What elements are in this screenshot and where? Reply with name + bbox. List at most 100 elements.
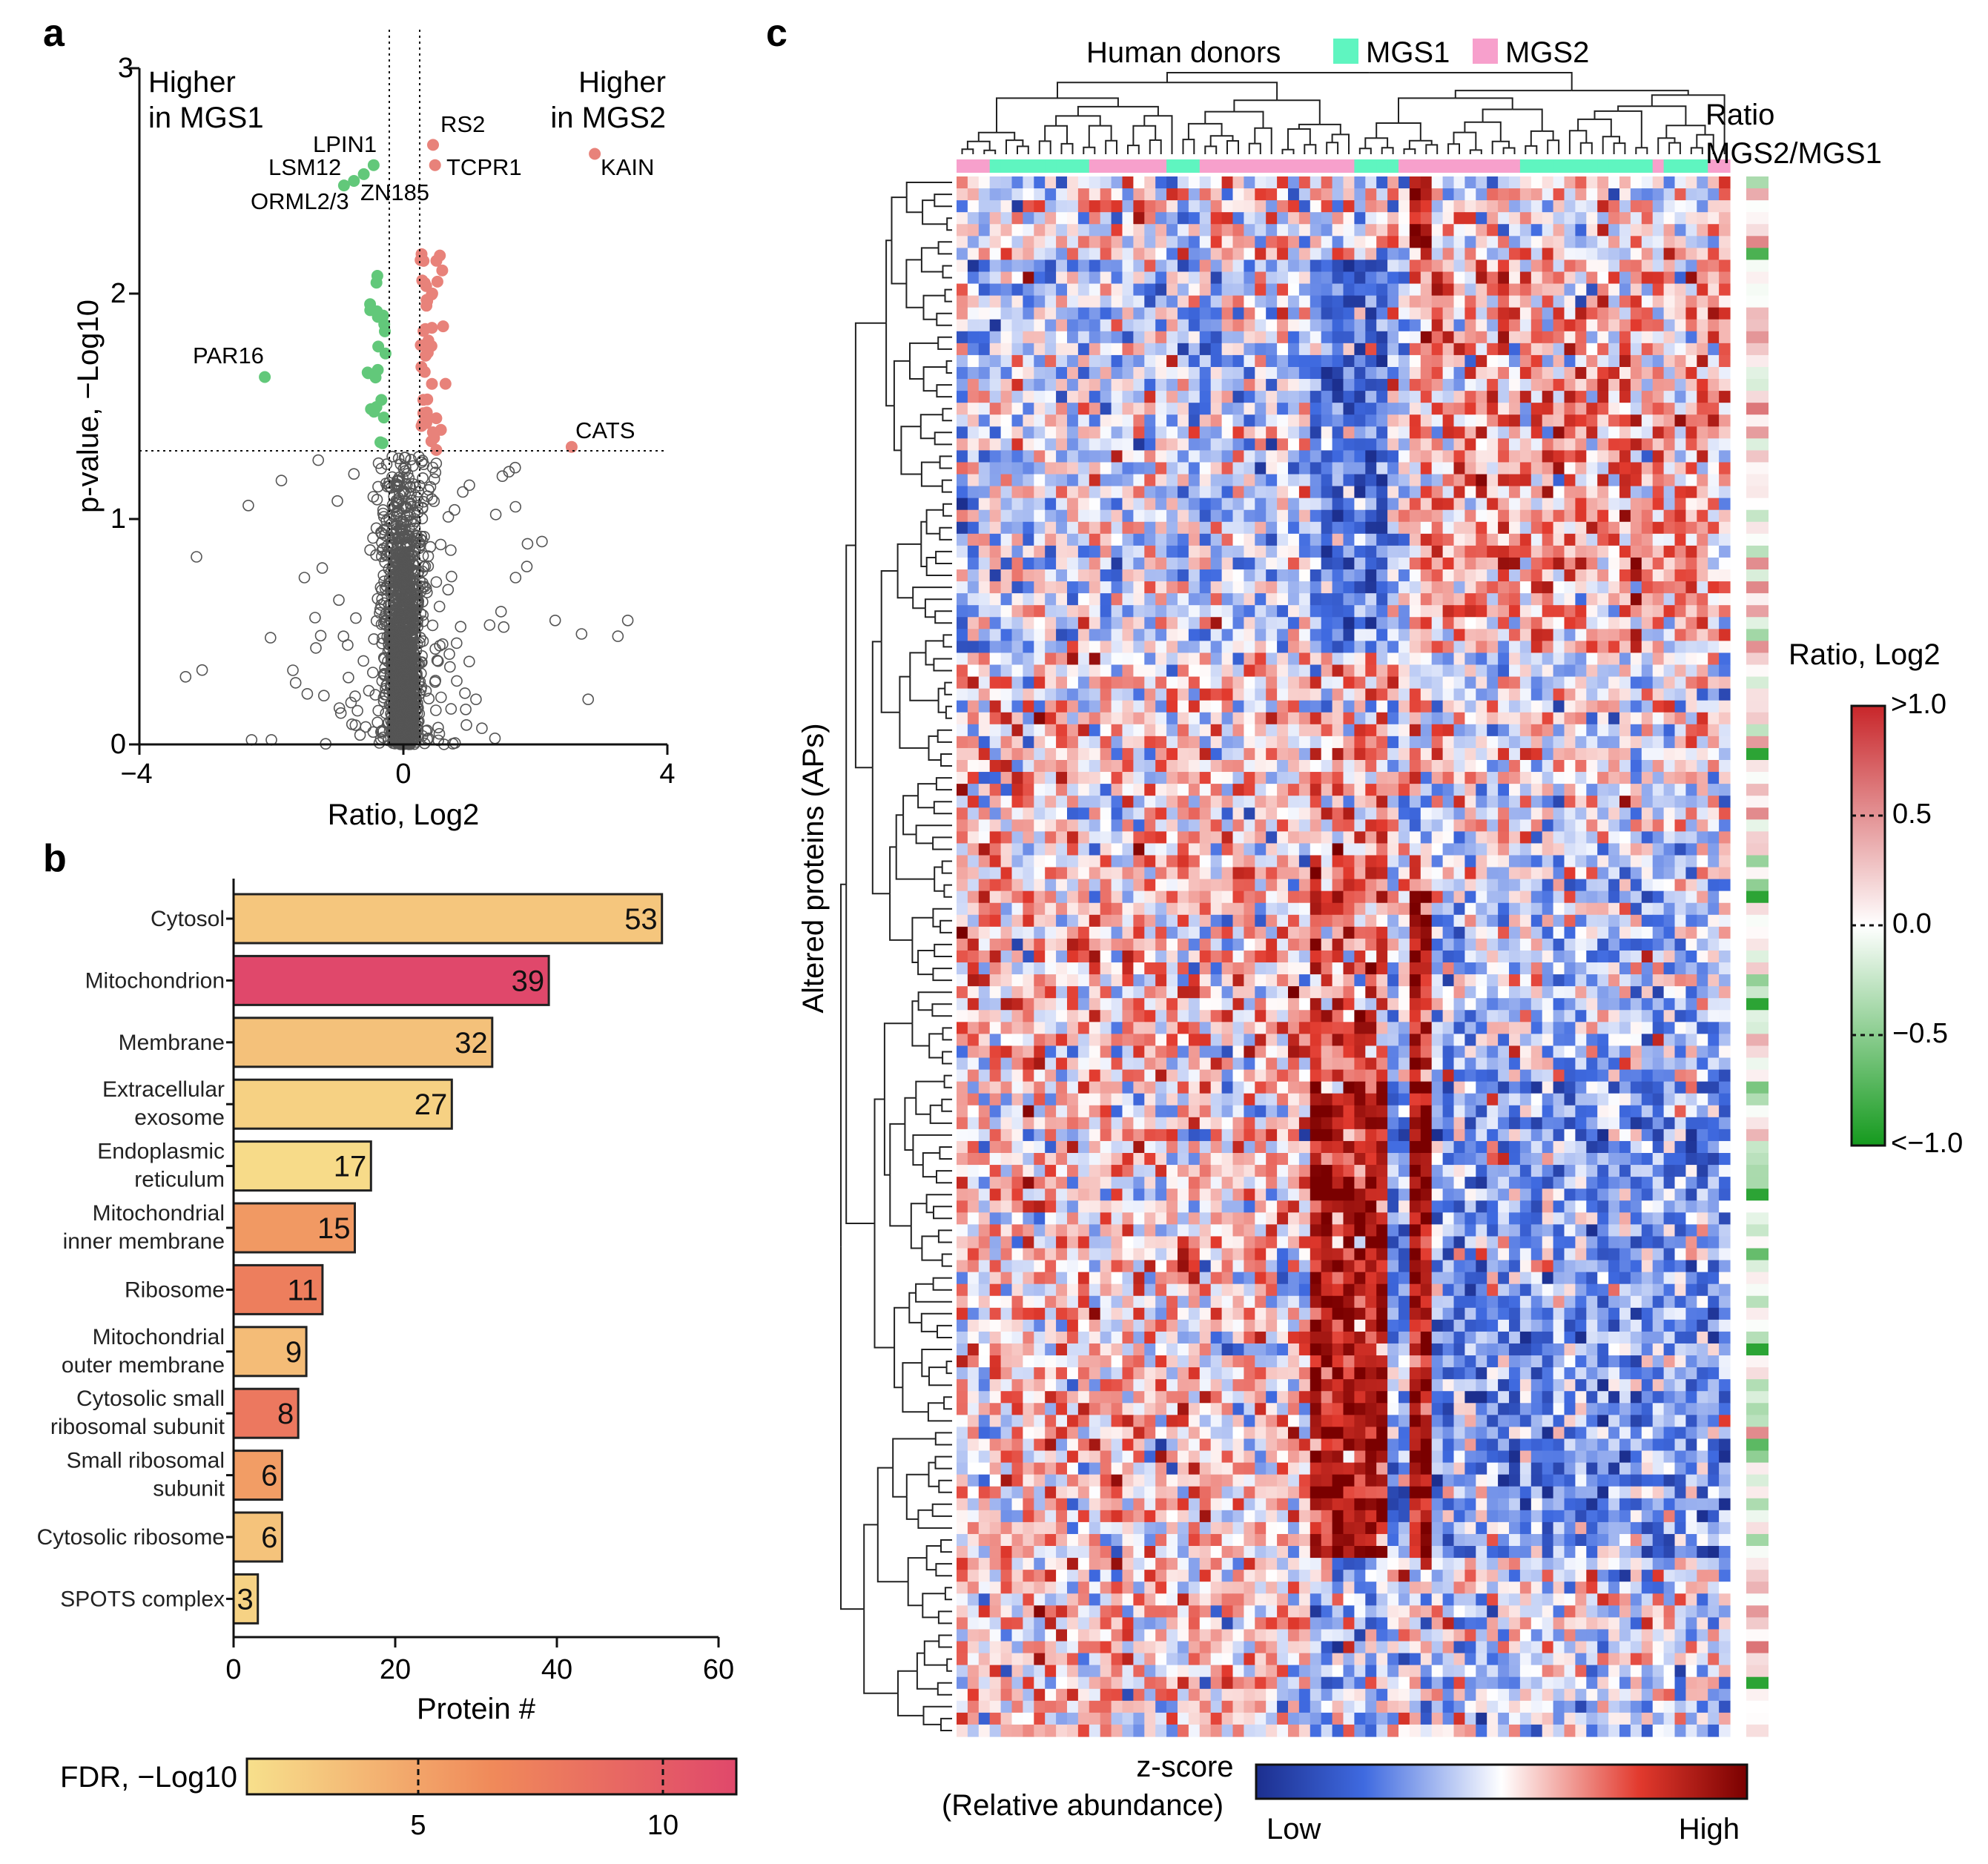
heatmap-cell xyxy=(1509,271,1521,285)
heatmap-cell xyxy=(1697,354,1708,368)
heatmap-cell xyxy=(1298,533,1311,546)
heatmap-cell xyxy=(1178,331,1189,344)
row-dendrogram-branch xyxy=(899,675,911,713)
heatmap-cell xyxy=(1365,307,1377,320)
column-dendrogram-branch xyxy=(1376,137,1389,148)
heatmap-cell xyxy=(1034,212,1046,225)
donor-group-cell xyxy=(1011,159,1023,173)
heatmap-cell xyxy=(1365,486,1377,499)
heatmap-cell xyxy=(1663,438,1676,451)
heatmap-cell xyxy=(1365,509,1377,523)
heatmap-cell xyxy=(1586,438,1598,451)
point-label-ORML2: ORML2/3 xyxy=(251,188,349,214)
heatmap-cell xyxy=(1221,509,1234,523)
heatmap-cell xyxy=(1398,498,1410,511)
row-dendrogram-branch xyxy=(946,217,952,225)
row-dendrogram-branch xyxy=(920,543,927,567)
heatmap-cell xyxy=(1420,248,1433,261)
heatmap-cell xyxy=(1564,212,1576,225)
heatmap-cell xyxy=(1564,438,1576,451)
heatmap-cell xyxy=(1023,343,1034,356)
heatmap-cell xyxy=(1431,283,1444,297)
heatmap-cell xyxy=(1067,426,1079,439)
heatmap-cell xyxy=(1708,271,1720,285)
heatmap-cell xyxy=(1188,188,1201,201)
heatmap-cell xyxy=(1266,533,1278,546)
heatmap-cell xyxy=(1000,366,1013,380)
row-dendrogram-branch xyxy=(909,676,939,701)
heatmap-cell xyxy=(1244,450,1255,463)
heatmap-cell xyxy=(1476,319,1487,332)
column-dendrogram-branch xyxy=(1586,142,1593,154)
heatmap-cell xyxy=(1244,354,1255,368)
heatmap-cell xyxy=(1719,295,1731,308)
heatmap-cell xyxy=(1564,295,1576,308)
heatmap-cell xyxy=(1376,509,1388,523)
row-dendrogram-branch xyxy=(925,1558,937,1571)
heatmap-cell xyxy=(1586,354,1598,368)
heatmap-cell xyxy=(1321,354,1333,368)
heatmap-cell xyxy=(1056,283,1068,297)
heatmap-cell xyxy=(1232,509,1244,523)
heatmap-cell xyxy=(1453,379,1465,391)
heatmap-cell xyxy=(1509,212,1521,225)
heatmap-cell xyxy=(1464,403,1476,415)
heatmap-cell xyxy=(1586,188,1598,201)
heatmap-cell xyxy=(1077,248,1090,261)
volcano-point xyxy=(495,606,507,618)
heatmap-cell xyxy=(1255,509,1267,523)
heatmap-cell xyxy=(1067,438,1079,451)
heatmap-cell xyxy=(1487,248,1499,261)
donor-group-cell xyxy=(1277,159,1289,173)
row-dendrogram-branch xyxy=(936,312,952,320)
heatmap-cell xyxy=(1431,509,1444,523)
heatmap-cell xyxy=(1464,331,1476,344)
row-dendrogram-branch xyxy=(921,1248,942,1261)
row-dendrogram-branch xyxy=(936,391,952,398)
row-dendrogram-branch xyxy=(928,1045,943,1059)
row-dendrogram-branch xyxy=(915,834,934,845)
heatmap-cell xyxy=(1519,426,1532,439)
heatmap-cell xyxy=(1519,521,1532,535)
heatmap-cell xyxy=(1586,379,1598,391)
heatmap-cell xyxy=(957,319,968,332)
column-dendrogram-branch xyxy=(1455,97,1513,110)
heatmap-cell xyxy=(1343,414,1355,427)
heatmap-cell xyxy=(1708,248,1720,261)
heatmap-cell xyxy=(1288,331,1300,344)
heatmap-cell xyxy=(1011,236,1023,248)
row-dendrogram-branch xyxy=(920,1322,937,1332)
heatmap-cell xyxy=(1221,188,1234,201)
row-dendrogram-branch xyxy=(942,271,952,279)
row-dendrogram-branch xyxy=(925,1545,941,1559)
heatmap-cell xyxy=(978,331,991,344)
heatmap-cell xyxy=(1420,521,1433,535)
heatmap-cell xyxy=(1188,533,1201,546)
heatmap-cell xyxy=(1652,319,1665,332)
heatmap-cell xyxy=(1255,295,1267,308)
heatmap-cell xyxy=(1442,319,1455,332)
heatmap-cell xyxy=(1244,307,1255,320)
heatmap-cell xyxy=(1464,498,1476,511)
heatmap-cell xyxy=(1719,343,1731,356)
heatmap-cell xyxy=(1619,366,1631,380)
row-dendrogram-branch xyxy=(933,801,952,808)
heatmap-cell xyxy=(1255,486,1267,499)
heatmap-cell xyxy=(1354,438,1366,451)
heatmap-cell xyxy=(1221,521,1234,535)
heatmap-cell xyxy=(1144,176,1156,189)
heatmap-cell xyxy=(1255,521,1267,535)
volcano-point xyxy=(612,630,624,642)
heatmap-cell xyxy=(1332,224,1344,237)
heatmap-cell xyxy=(1487,366,1499,380)
heatmap-cell xyxy=(1089,283,1101,297)
heatmap-cell xyxy=(1023,498,1034,511)
row-dendrogram-branch xyxy=(937,241,952,248)
heatmap-cell xyxy=(1453,319,1465,332)
heatmap-cell xyxy=(1077,283,1090,297)
heatmap-cell xyxy=(1431,474,1444,487)
volcano-point xyxy=(380,458,393,470)
heatmap-cell xyxy=(1420,295,1433,308)
heatmap-cell xyxy=(1708,366,1720,380)
column-dendrogram-branch xyxy=(1641,147,1648,154)
